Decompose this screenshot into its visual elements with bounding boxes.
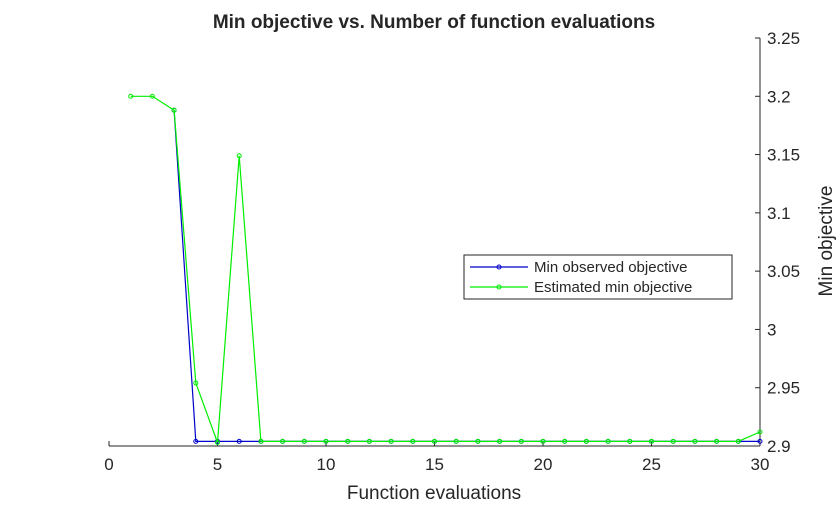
y-tick-label: 3.05 [767,262,800,281]
data-point [432,438,437,444]
x-tick-label: 0 [104,455,113,474]
y-tick-label: 2.9 [767,437,791,456]
data-point [388,438,394,444]
data-point [757,438,763,444]
x-tick-label: 10 [317,455,336,474]
data-point [497,438,503,444]
data-point [171,107,177,113]
y-tick-label: 3 [767,320,776,339]
series-estimated-min [128,93,763,446]
legend-swatch-marker [496,284,502,290]
x-tick-label: 20 [534,455,553,474]
series-line [130,95,761,443]
y-tick-label: 2.95 [767,379,800,398]
data-point [193,438,199,444]
data-point [236,438,242,444]
data-point [518,438,524,444]
data-point [540,438,546,444]
legend-entry: Estimated min objective [470,279,692,296]
y-tick-label: 3.25 [767,29,800,48]
chart-title: Min objective vs. Number of function eva… [213,12,655,33]
data-point [323,438,329,444]
data-point [757,429,763,435]
x-tick-label: 25 [642,455,661,474]
x-axis-label: Function evaluations [347,483,521,504]
data-point [149,93,155,99]
data-point [670,438,676,444]
data-point [627,438,633,444]
data-point [258,438,264,444]
data-point [128,93,134,99]
data-point [215,440,220,446]
legend-label: Min observed objective [534,259,687,276]
legend: Min observed objective Estimated min obje… [463,254,733,300]
data-point [583,438,589,444]
data-point [410,438,416,444]
data-point [193,380,199,386]
data-point [735,438,741,444]
data-point [605,438,611,444]
legend-box [463,254,733,300]
data-point [562,438,568,444]
data-point [649,438,654,444]
y-axis-label: Min objective [816,186,837,297]
legend-swatch-marker [496,264,502,270]
series-layer [128,93,763,446]
legend-label: Estimated min objective [534,279,692,296]
y-tick-label: 3.15 [767,146,800,165]
data-point [714,438,720,444]
x-tick-label: 30 [751,455,770,474]
data-point [453,438,459,444]
axes: 0 5 10 15 20 25 302.9 2.95 3 3.05 3.1 3.15 3.2 3.25 [104,29,800,474]
data-point [345,438,351,444]
x-tick-label: 5 [213,455,222,474]
data-point [236,153,242,159]
data-point [475,438,481,444]
legend-entry: Min observed objective [470,259,687,276]
data-point [366,438,372,444]
data-point [692,438,698,444]
y-tick-label: 3.2 [767,87,791,106]
data-point [280,438,286,444]
y-tick-label: 3.1 [767,204,791,223]
data-point [301,438,307,444]
x-tick-label: 15 [425,455,444,474]
